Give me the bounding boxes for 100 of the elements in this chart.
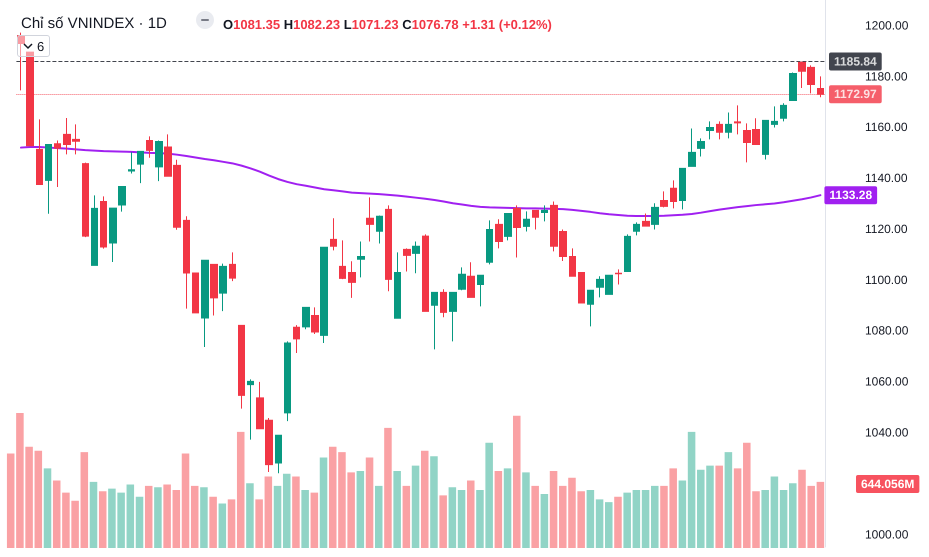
bar	[310, 492, 318, 548]
candlestick	[578, 272, 585, 304]
candlestick	[302, 306, 310, 330]
y-tick-label: 1140.00	[865, 171, 908, 186]
bar	[512, 416, 521, 548]
bar	[724, 452, 732, 548]
y-tick-label: 1000.00	[865, 527, 909, 542]
candlestick	[91, 194, 98, 266]
bar	[577, 491, 585, 548]
candlestick	[219, 263, 227, 312]
candlestick	[762, 120, 769, 160]
candlestick	[532, 209, 539, 230]
candlestick	[275, 434, 282, 474]
bar	[504, 468, 512, 548]
candlestick	[495, 218, 503, 249]
bar	[494, 471, 502, 548]
candlestick	[541, 204, 548, 222]
candlestick	[642, 212, 650, 227]
candlestick	[320, 246, 328, 344]
candlestick	[716, 120, 723, 140]
bar	[458, 490, 466, 548]
candlestick	[357, 240, 365, 278]
candlestick	[394, 252, 401, 320]
bar	[715, 466, 723, 548]
bar	[209, 496, 217, 548]
bar	[218, 503, 226, 548]
candlestick	[311, 306, 319, 335]
candlestick	[155, 140, 163, 182]
y-tick-label: 1040.00	[865, 426, 909, 440]
bar	[430, 456, 438, 548]
candlestick	[229, 252, 236, 282]
bar	[485, 442, 493, 548]
bar	[402, 486, 410, 548]
candlestick	[688, 128, 696, 168]
candlestick	[54, 140, 61, 188]
bar	[522, 472, 530, 548]
bar	[356, 471, 364, 548]
candlestick	[771, 106, 778, 128]
candlestick	[780, 102, 787, 122]
candlestick	[118, 186, 126, 212]
candlestick	[725, 112, 732, 139]
candlestick	[238, 324, 245, 410]
candlestick	[82, 162, 89, 238]
bar	[292, 476, 300, 548]
candlestick	[569, 248, 576, 278]
y-tick-label: 1120.00	[865, 222, 908, 236]
y-tick-label: 1100.00	[865, 272, 908, 287]
bar	[678, 480, 686, 548]
line-series	[20, 146, 822, 217]
candlestick	[789, 72, 797, 102]
candlestick	[615, 268, 622, 285]
candlestick	[128, 152, 135, 174]
candlestick	[192, 272, 199, 314]
y-tick-label: 1080.00	[865, 324, 909, 338]
bar	[374, 486, 383, 548]
bar	[448, 487, 456, 548]
candlestick	[449, 292, 457, 342]
bar	[44, 468, 52, 548]
candlestick	[36, 118, 43, 186]
bar	[301, 490, 309, 548]
candlestick	[201, 260, 209, 348]
bar	[108, 488, 116, 548]
candlestick	[504, 212, 512, 241]
candlestick	[45, 144, 52, 214]
candlestick	[697, 138, 705, 157]
y-tick-label: 1180.00	[865, 69, 908, 84]
candlestick	[422, 234, 429, 312]
bar	[439, 495, 447, 548]
candlestick	[137, 150, 144, 184]
bar	[531, 486, 539, 548]
y-tick-label: 1200.00	[865, 18, 909, 32]
candlestick	[624, 234, 631, 272]
candlestick	[670, 180, 677, 209]
candlestick	[431, 292, 438, 350]
candlestick	[486, 220, 493, 265]
bar	[90, 482, 98, 548]
text: O1081.35 H1082.23 L1071.23 C1076.78 +1.31 (+0.12%)	[223, 17, 552, 32]
candlestick	[467, 262, 475, 298]
bar	[466, 480, 475, 548]
candlestick	[651, 202, 659, 230]
candlestick	[633, 222, 640, 236]
bar	[144, 486, 152, 548]
candlestick	[183, 216, 190, 310]
candlestick	[100, 196, 107, 250]
ref-line-label: 1172.97	[834, 87, 878, 102]
bar	[366, 458, 374, 548]
candlestick	[440, 288, 447, 318]
bar	[200, 487, 208, 548]
candlestick	[247, 378, 254, 440]
bar	[246, 483, 254, 548]
y-tick-label: 1060.00	[865, 374, 909, 389]
candlestick	[706, 120, 714, 140]
bar	[154, 487, 162, 548]
candlestick	[679, 168, 686, 210]
candlestick	[376, 214, 383, 244]
candlestick	[17, 32, 25, 91]
candlestick	[284, 340, 291, 422]
bar	[98, 491, 106, 548]
candlestick	[513, 204, 521, 258]
candlestick	[330, 218, 337, 251]
